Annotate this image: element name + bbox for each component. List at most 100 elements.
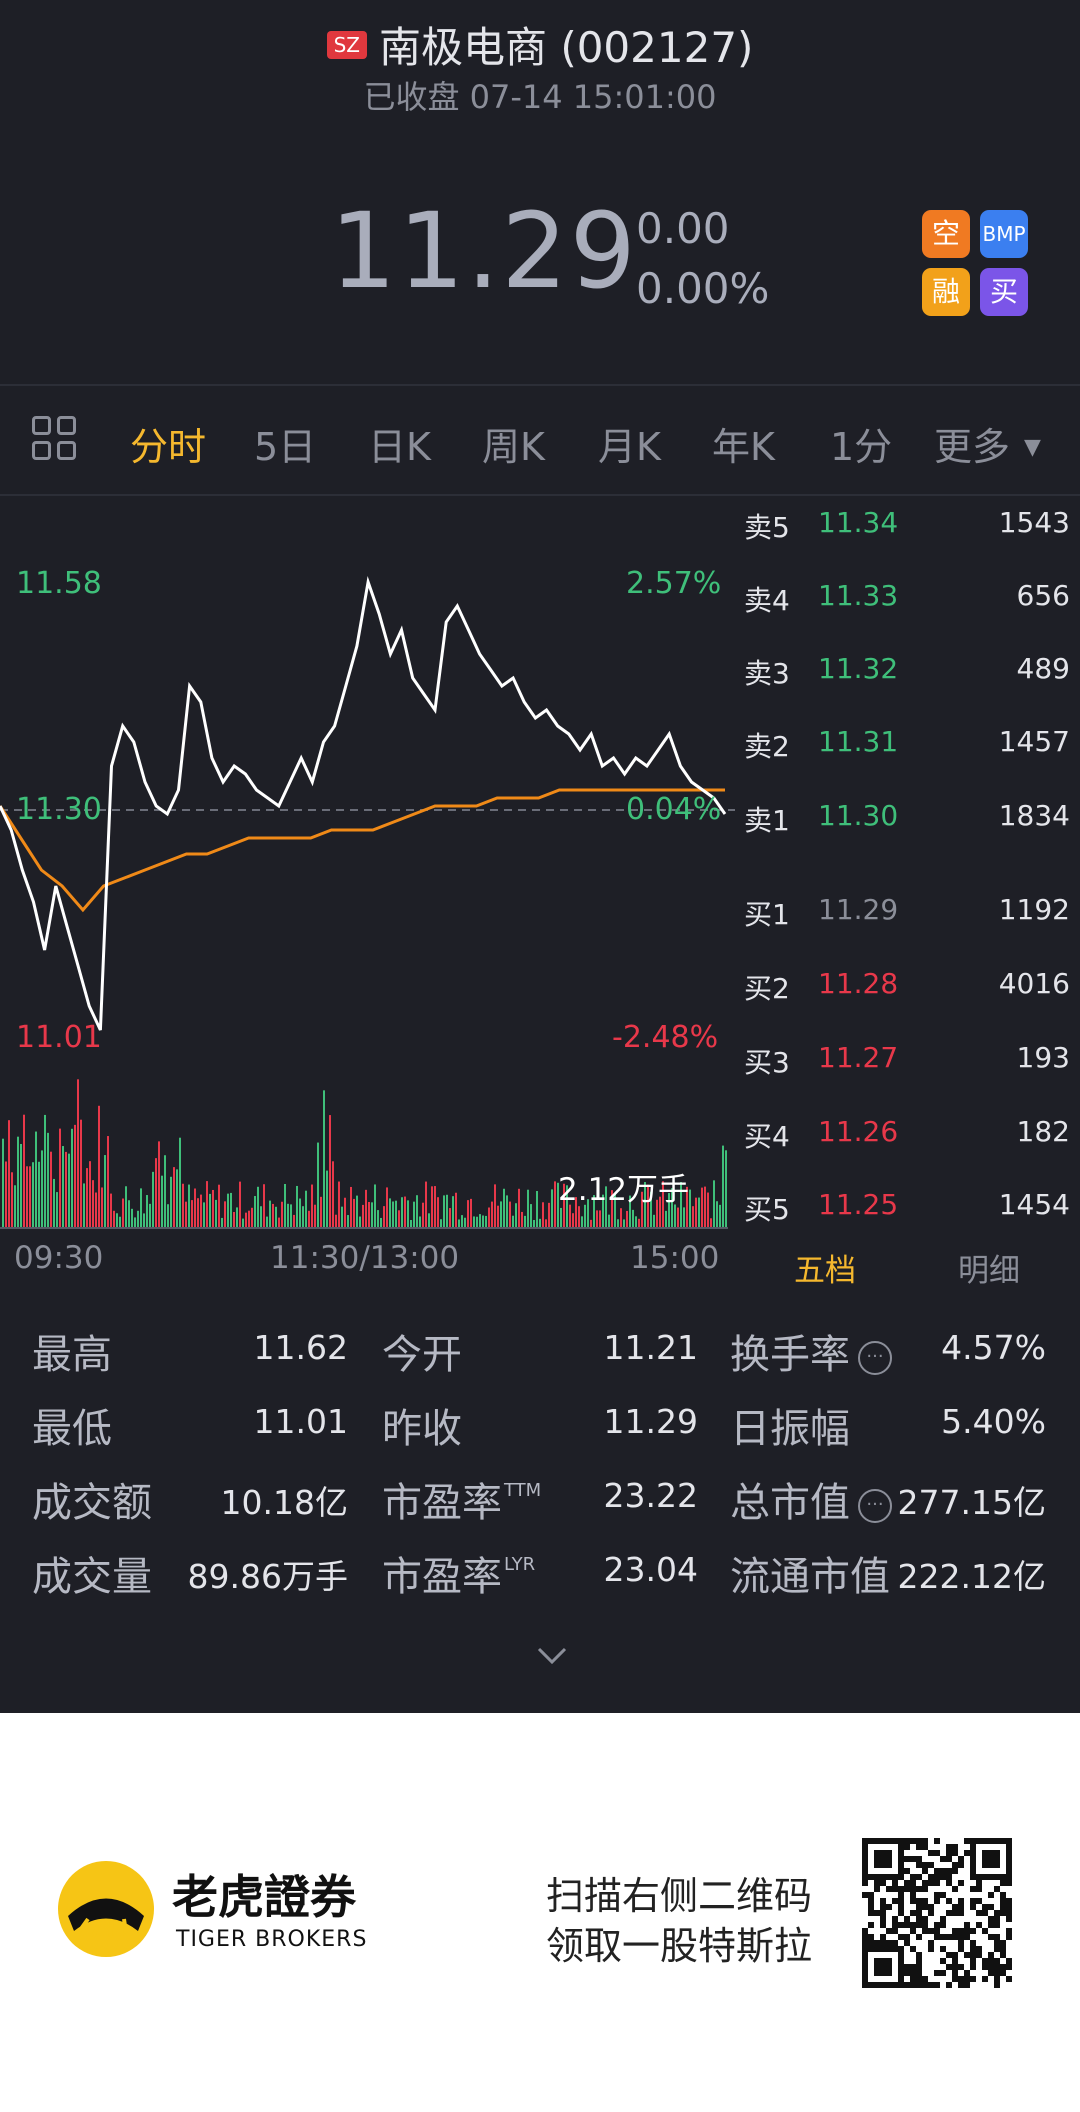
volume-bar	[458, 1219, 460, 1228]
stat-label-suffix: LYR	[504, 1554, 536, 1575]
volume-bars	[2, 1079, 727, 1228]
stat-value: 11.29	[603, 1402, 698, 1441]
volume-bar	[479, 1214, 481, 1228]
stat-label: 日振幅	[730, 1406, 850, 1452]
order-volume: 1457	[998, 725, 1070, 758]
margin-badge[interactable]: 融	[922, 268, 970, 316]
order-side: 卖5	[744, 511, 790, 544]
buy-badge[interactable]: 买	[980, 268, 1028, 316]
order-book-row[interactable]: 买2 11.28 4016	[744, 967, 1070, 1007]
volume-bar	[596, 1210, 598, 1228]
volume-bar	[254, 1196, 256, 1228]
order-book-row[interactable]: 买5 11.25 1454	[744, 1188, 1070, 1228]
volume-bar	[416, 1195, 418, 1228]
stat-value: 222.12亿	[897, 1557, 1046, 1596]
volume-bar	[155, 1158, 157, 1228]
order-book-row[interactable]: 买1 11.29 1192	[744, 893, 1070, 933]
price-change: 0.00	[636, 204, 730, 253]
order-price: 11.25	[818, 1188, 899, 1221]
volume-bar	[41, 1150, 43, 1228]
time-label-mid: 11:30/13:00	[270, 1240, 460, 1276]
volume-bar	[173, 1167, 175, 1228]
volume-bar	[146, 1195, 148, 1228]
volume-bar	[32, 1162, 34, 1228]
volume-bar	[83, 1183, 85, 1228]
volume-bar	[593, 1195, 595, 1228]
tab-daily-k[interactable]: 日K	[368, 425, 431, 469]
volume-bar	[203, 1202, 205, 1228]
order-book-row[interactable]: 卖2 11.31 1457	[744, 725, 1070, 765]
tab-intraday[interactable]: 分时	[130, 425, 207, 469]
order-book-row[interactable]: 卖3 11.32 489	[744, 652, 1070, 692]
volume-bar	[281, 1201, 283, 1228]
volume-bar	[713, 1180, 715, 1228]
bmp-badge[interactable]: BMP	[980, 210, 1028, 258]
order-book-row[interactable]: 买4 11.26 182	[744, 1115, 1070, 1155]
volume-bar	[506, 1195, 508, 1228]
volume-bar	[62, 1146, 64, 1228]
volume-bar	[545, 1219, 547, 1228]
info-icon[interactable]: ···	[858, 1341, 892, 1375]
volume-bar	[269, 1200, 271, 1228]
info-icon[interactable]: ···	[858, 1489, 892, 1523]
stat-value: 89.86万手	[187, 1557, 348, 1596]
volume-bar	[323, 1090, 325, 1228]
stat-value: 4.57%	[941, 1328, 1046, 1367]
volume-bar	[299, 1198, 301, 1228]
volume-bar	[611, 1190, 613, 1228]
caret-down-icon: ▼	[1024, 435, 1041, 460]
tab-more[interactable]: 更多 ▼	[934, 425, 1041, 469]
order-side: 买2	[744, 972, 790, 1005]
volume-bar	[242, 1218, 244, 1228]
tab-1min[interactable]: 1分	[830, 425, 893, 469]
volume-bar	[194, 1188, 196, 1228]
stock-title: SZ 南极电商 (002127)	[0, 14, 1080, 75]
tab-five-levels[interactable]: 五档	[794, 1253, 856, 1289]
volume-bar	[449, 1208, 451, 1228]
tab-weekly-k[interactable]: 周K	[482, 425, 545, 469]
grid-icon[interactable]	[32, 416, 78, 462]
order-book-row[interactable]: 卖4 11.33 656	[744, 579, 1070, 619]
volume-bar	[662, 1181, 664, 1228]
volume-bar	[476, 1216, 478, 1228]
order-book-row[interactable]: 买3 11.27 193	[744, 1041, 1070, 1081]
volume-bar	[365, 1189, 367, 1228]
volume-bar	[638, 1218, 640, 1228]
order-side: 买4	[744, 1120, 790, 1153]
volume-bar	[35, 1131, 37, 1228]
volume-bar	[158, 1141, 160, 1228]
volume-bar	[614, 1193, 616, 1228]
volume-bar	[641, 1191, 643, 1228]
promo-line-1: 扫描右侧二维码	[546, 1874, 813, 1918]
short-sell-badge[interactable]: 空	[922, 210, 970, 258]
price-change-pct: 0.00%	[636, 264, 770, 313]
volume-bar	[680, 1182, 682, 1228]
volume-bar	[590, 1219, 592, 1228]
volume-bar	[413, 1201, 415, 1228]
volume-bar	[275, 1206, 277, 1228]
order-book-row[interactable]: 卖1 11.30 1834	[744, 799, 1070, 839]
tab-monthly-k[interactable]: 月K	[598, 425, 661, 469]
order-side: 卖4	[744, 584, 790, 617]
expand-chevron-icon[interactable]	[536, 1646, 568, 1678]
volume-bar	[695, 1197, 697, 1228]
brand-name: 老虎證券	[172, 1870, 356, 1924]
volume-bar	[515, 1203, 517, 1228]
volume-bar	[119, 1216, 121, 1228]
intraday-chart[interactable]	[0, 496, 735, 1236]
qr-code-icon[interactable]	[862, 1838, 1012, 1988]
volume-bar	[335, 1214, 337, 1228]
volume-bar	[191, 1200, 193, 1228]
order-book-row[interactable]: 卖5 11.34 1543	[744, 506, 1070, 546]
volume-bar	[320, 1196, 322, 1228]
stat-value: 23.22	[603, 1476, 698, 1515]
volume-bar	[704, 1186, 706, 1228]
tab-yearly-k[interactable]: 年K	[712, 425, 775, 469]
tab-details[interactable]: 明细	[958, 1253, 1020, 1289]
tab-5day[interactable]: 5日	[254, 425, 317, 469]
volume-bar	[602, 1194, 604, 1228]
volume-bar	[296, 1185, 298, 1228]
volume-bar	[176, 1169, 178, 1228]
volume-bar	[86, 1168, 88, 1228]
volume-bar	[317, 1142, 319, 1228]
